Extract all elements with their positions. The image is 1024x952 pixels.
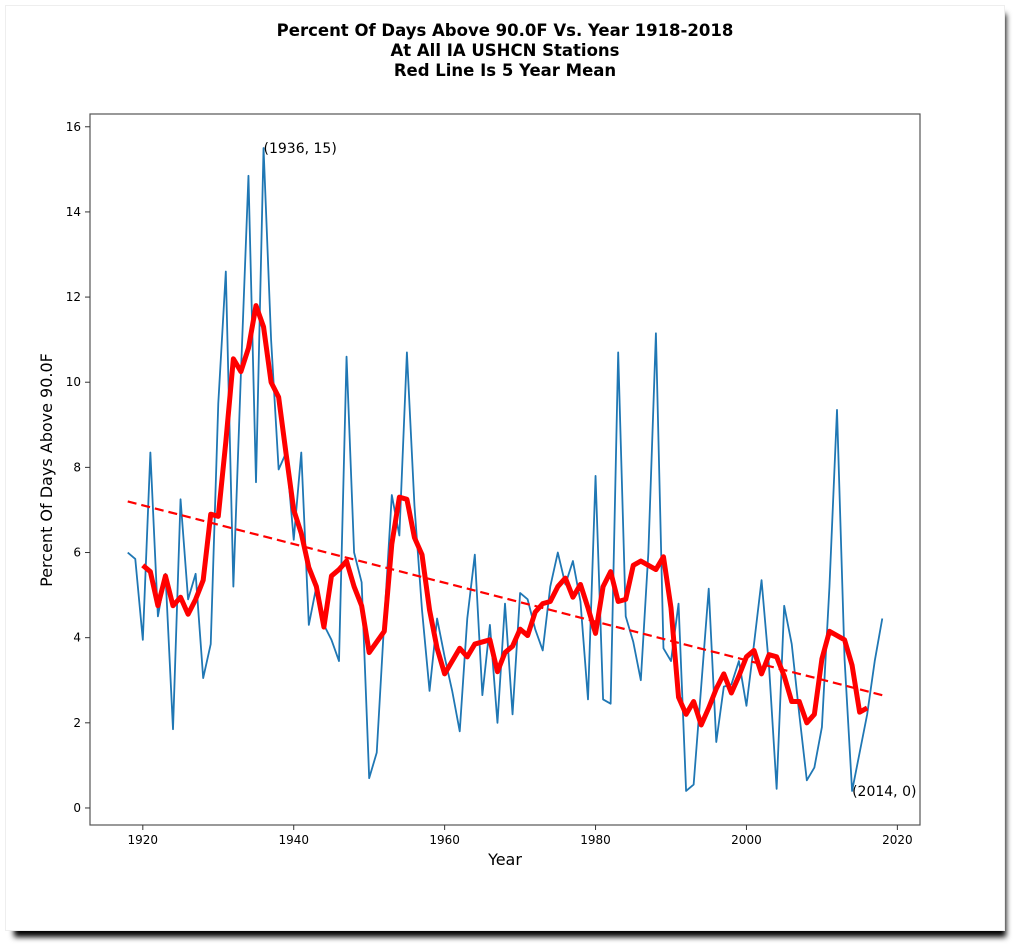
- x-axis-label: Year: [487, 850, 522, 869]
- y-tick-label: 6: [73, 546, 81, 560]
- y-tick-label: 12: [66, 290, 81, 304]
- chart-title-line-3: Red Line Is 5 Year Mean: [394, 61, 616, 80]
- x-axis: 1920 1940 1960 1980 2000 2020: [128, 825, 913, 847]
- y-tick-label: 10: [66, 375, 81, 389]
- y-tick-label: 2: [73, 716, 81, 730]
- y-axis-label: Percent Of Days Above 90.0F: [37, 353, 56, 587]
- y-tick-label: 14: [66, 205, 81, 219]
- x-tick-label: 1980: [580, 833, 611, 847]
- x-tick-label: 1920: [128, 833, 159, 847]
- y-tick-label: 0: [73, 801, 81, 815]
- chart-title-line-1: Percent Of Days Above 90.0F Vs. Year 191…: [277, 21, 734, 40]
- plot-area: [127, 147, 884, 792]
- x-tick-label: 2000: [731, 833, 762, 847]
- chart-title-line-2: At All IA USHCN Stations: [391, 41, 620, 60]
- point-annotation: (1936, 15): [264, 141, 337, 157]
- x-tick-label: 1940: [278, 833, 309, 847]
- five-year-mean-line: [141, 303, 869, 728]
- y-tick-label: 16: [66, 120, 81, 134]
- annotations: (1936, 15) (2014, 0): [264, 141, 917, 800]
- x-tick-label: 2020: [882, 833, 913, 847]
- axes-frame: [89, 113, 921, 826]
- y-axis: 0 2 4 6 8 10 12 14 16: [66, 120, 90, 815]
- y-tick-label: 8: [73, 460, 81, 474]
- y-tick-label: 4: [73, 631, 81, 645]
- annual-percent-line: [127, 147, 884, 792]
- x-tick-label: 1960: [429, 833, 460, 847]
- point-annotation: (2014, 0): [852, 784, 916, 800]
- trend-line: [127, 500, 883, 697]
